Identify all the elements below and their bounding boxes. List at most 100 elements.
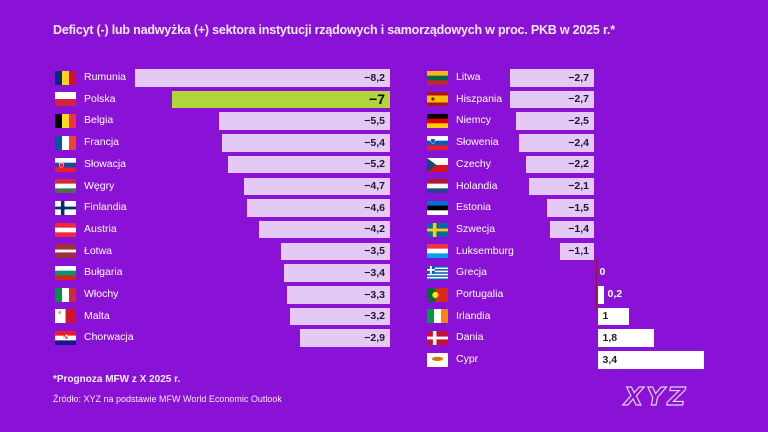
xyz-logo: XYZ xyxy=(621,381,689,411)
flag-icon-czechia xyxy=(427,157,448,172)
flag-icon-cyprus xyxy=(427,352,448,367)
country-label: Rumunia xyxy=(84,71,127,83)
bar-spain: −2,7 xyxy=(510,90,594,109)
bar-value-label: 1,8 xyxy=(602,331,618,344)
xyz-logo-text: XYZ xyxy=(622,382,689,411)
flag-icon-hungary xyxy=(55,179,76,194)
bar-malta: −3,2 xyxy=(290,307,390,326)
bar-croatia: −2,9 xyxy=(300,329,390,347)
flag-icon-finland xyxy=(55,200,76,215)
flag-icon-bulgaria xyxy=(55,266,76,281)
flag-icon-lithuania xyxy=(427,70,448,85)
country-label: Luksemburg xyxy=(456,244,514,257)
country-label: Czechy xyxy=(456,157,492,170)
bar-romania: −8,2 xyxy=(135,69,390,87)
bar-value-label: 3,4 xyxy=(602,353,618,366)
bar-hungary: −4,7 xyxy=(244,177,390,195)
flag-icon-slovenia xyxy=(427,135,448,150)
chart-title: Deficyt (-) lub nadwyżka (+) sektora ins… xyxy=(53,23,615,37)
bar-france: −5,4 xyxy=(222,134,390,152)
bar-bulgaria: −3,4 xyxy=(284,264,390,282)
bar-value-label: −2,2 xyxy=(568,158,589,171)
bar-value-label: −1,1 xyxy=(568,245,589,258)
bar-slovenia: −2,4 xyxy=(519,134,594,152)
bar-value-label: 1 xyxy=(602,310,609,323)
country-label: Węgry xyxy=(84,179,115,192)
bar-value-label: −2,5 xyxy=(568,114,589,127)
flag-icon-netherlands xyxy=(427,179,448,194)
bar-lithuania: −2,7 xyxy=(510,69,594,87)
bar-value-label-outside: 0,2 xyxy=(607,288,623,300)
bar-value-label: −4,2 xyxy=(364,223,385,236)
country-label: Bułgaria xyxy=(84,266,123,279)
country-label: Austria xyxy=(84,222,117,235)
flag-icon-malta xyxy=(55,309,76,324)
bar-value-label-outside: 0 xyxy=(599,266,606,279)
country-label: Francja xyxy=(84,136,120,149)
country-label: Polska xyxy=(84,92,116,105)
flag-icon-estonia xyxy=(427,200,448,215)
country-label: Chorwacja xyxy=(84,331,134,344)
flag-icon-luxembourg xyxy=(427,244,448,259)
bar-value-label: −2,9 xyxy=(364,331,385,344)
country-label: Dania xyxy=(456,331,484,344)
bar-netherlands: −2,1 xyxy=(529,177,594,195)
country-label: Niemcy xyxy=(456,114,492,127)
bar-belgium: −5,5 xyxy=(219,112,390,130)
bar-value-label: −8,2 xyxy=(364,71,385,84)
bar-value-label: −2,4 xyxy=(568,136,589,149)
bar-value-label: −3,3 xyxy=(364,288,385,301)
country-label: Litwa xyxy=(456,71,481,83)
country-label: Malta xyxy=(84,309,110,322)
flag-icon-austria xyxy=(55,222,76,237)
country-label: Słowacja xyxy=(84,157,127,170)
country-label: Szwecja xyxy=(456,222,496,235)
flag-icon-germany xyxy=(427,114,448,129)
bar-value-label: −2,7 xyxy=(568,93,589,106)
country-label: Cypr xyxy=(456,353,479,366)
bar-value-label: −7 xyxy=(369,91,385,108)
flag-icon-poland xyxy=(55,92,76,107)
bar-value-label: −3,4 xyxy=(364,266,385,279)
country-label: Łotwa xyxy=(84,244,113,257)
flag-icon-belgium xyxy=(55,114,76,129)
bar-value-label: −1,5 xyxy=(568,201,589,214)
country-label: Portugalia xyxy=(456,288,504,300)
flag-icon-sweden xyxy=(427,222,448,237)
source-note: Źródło: XYZ na podstawie MFW World Econo… xyxy=(53,394,282,404)
country-label: Włochy xyxy=(84,288,119,300)
bar-ireland: 1 xyxy=(597,307,629,326)
footnote: *Prognoza MFW z X 2025 r. xyxy=(53,374,181,385)
flag-icon-ireland xyxy=(427,309,448,324)
bar-poland: −7 xyxy=(172,90,390,109)
country-label: Estonia xyxy=(456,201,492,214)
bar-value-label: −2,1 xyxy=(568,180,589,192)
bar-value-label: −4,7 xyxy=(364,180,385,192)
bar-italy: −3,3 xyxy=(287,286,390,304)
flag-icon-denmark xyxy=(427,331,448,346)
bar-latvia: −3,5 xyxy=(281,242,390,261)
country-label: Belgia xyxy=(84,114,114,127)
flag-icon-spain xyxy=(427,92,448,107)
bar-finland: −4,6 xyxy=(247,199,390,217)
country-label: Grecja xyxy=(456,266,487,279)
bar-sweden: −1,4 xyxy=(550,220,594,239)
bar-luxembourg: −1,1 xyxy=(560,242,594,261)
bar-value-label: −5,5 xyxy=(364,114,385,127)
bar-value-label: −5,4 xyxy=(364,136,385,149)
flag-icon-croatia xyxy=(55,331,76,346)
bar-value-label: −2,7 xyxy=(568,71,589,84)
country-label: Hiszpania xyxy=(456,92,503,105)
country-label: Słowenia xyxy=(456,136,499,149)
flag-icon-romania xyxy=(55,70,76,85)
bar-estonia: −1,5 xyxy=(547,199,594,217)
bar-czechia: −2,2 xyxy=(526,155,594,174)
zero-axis-line xyxy=(595,259,597,310)
flag-icon-france xyxy=(55,135,76,150)
bar-value-label: −1,4 xyxy=(568,223,589,236)
bar-value-label: −3,5 xyxy=(364,245,385,258)
bar-value-label: −5,2 xyxy=(364,158,385,171)
country-label: Irlandia xyxy=(456,309,491,322)
flag-icon-italy xyxy=(55,287,76,302)
